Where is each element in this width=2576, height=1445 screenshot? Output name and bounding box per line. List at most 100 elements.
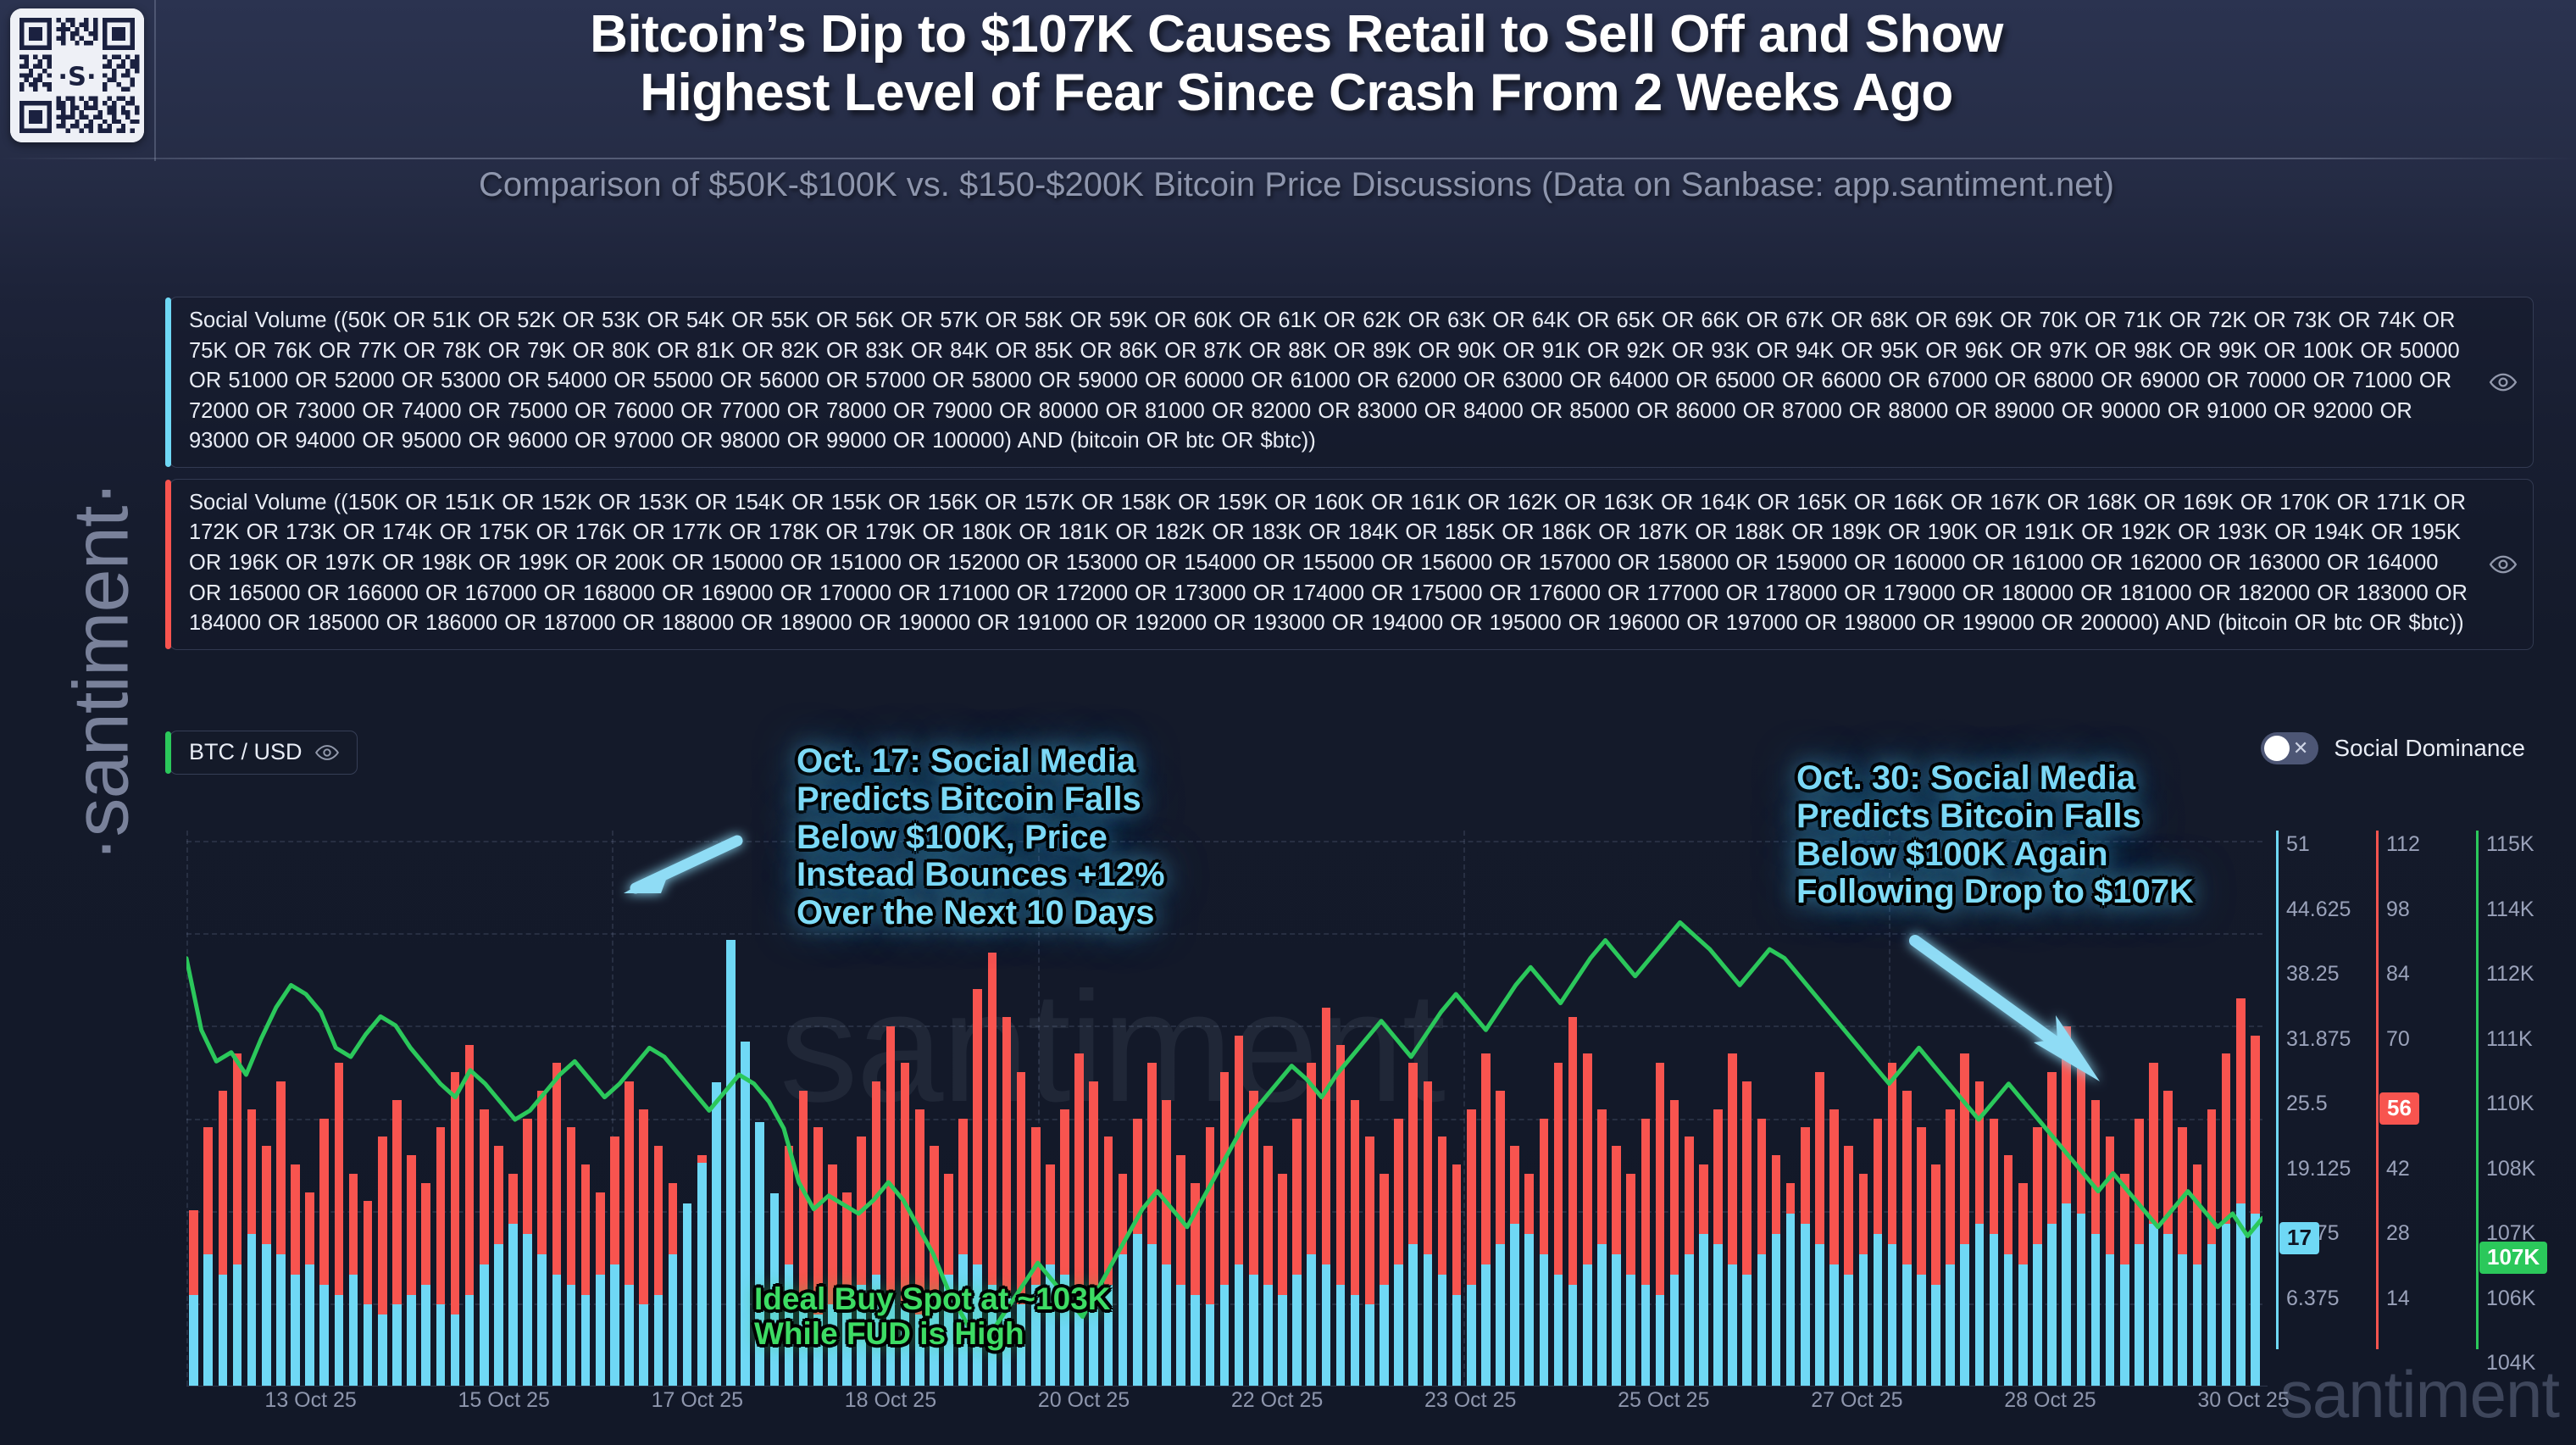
bar-cyan <box>944 1274 953 1386</box>
bar-cyan <box>537 1253 547 1386</box>
bar-red <box>1641 1118 1651 1386</box>
bar-red <box>1248 1090 1258 1386</box>
bar-red <box>1757 1118 1767 1386</box>
bar-red <box>610 1137 619 1386</box>
bar-cyan <box>407 1294 416 1386</box>
x-axis-tick-label: 25 Oct 25 <box>1618 1388 1710 1412</box>
brand-watermark-left: ·santiment· <box>58 481 145 863</box>
bar-cyan <box>552 1274 562 1386</box>
bar-red <box>1380 1173 1389 1386</box>
eye-icon[interactable] <box>2489 550 2518 579</box>
brand-watermark-bottom: santiment <box>2279 1357 2560 1431</box>
bar-cyan <box>682 1203 692 1386</box>
bar-cyan <box>2221 1223 2231 1386</box>
x-axis-tick-label: 30 Oct 25 <box>2197 1388 2290 1412</box>
bar-red <box>1917 1127 1926 1386</box>
legend-query-block-blue[interactable]: Social Volume ((50K OR 51K OR 52K OR 53K… <box>165 297 2534 468</box>
eye-icon[interactable] <box>314 743 340 762</box>
bar-red <box>653 1146 663 1386</box>
bar-cyan <box>1829 1264 1839 1386</box>
axis-tick-label: 106K <box>2486 1286 2536 1310</box>
legend-chip-btc-usd[interactable]: BTC / USD <box>165 731 358 775</box>
bar-red <box>407 1155 416 1386</box>
bar-cyan <box>2135 1243 2144 1386</box>
chart-plot-area[interactable]: santiment <box>186 831 2262 1386</box>
bar-cyan <box>2207 1243 2217 1386</box>
bar-red <box>1887 1063 1897 1386</box>
x-axis-tick-label: 18 Oct 25 <box>844 1388 937 1412</box>
bar-red <box>914 1109 924 1386</box>
bar-cyan <box>348 1274 358 1386</box>
bar-cyan <box>1335 1284 1346 1386</box>
bar-cyan <box>1002 1294 1012 1386</box>
annotation-arrow-oct30 <box>1909 935 2100 1081</box>
axis-tick-label: 70 <box>2386 1026 2410 1051</box>
bar-cyan <box>2119 1264 2129 1386</box>
bar-cyan <box>1074 1294 1084 1386</box>
bar-cyan <box>2192 1264 2202 1386</box>
bar-cyan <box>741 1041 750 1386</box>
bar-cyan <box>1234 1264 1244 1386</box>
bar-red <box>1321 1008 1331 1386</box>
page-title-line1: Bitcoin’s Dip to $107K Causes Retail to … <box>590 5 2003 64</box>
bar-red <box>450 1072 460 1386</box>
axis-tick-label: 108K <box>2486 1156 2536 1181</box>
bar-cyan <box>392 1304 402 1386</box>
bar-cyan <box>2047 1223 2057 1386</box>
bar-cyan <box>1089 1304 1099 1386</box>
bar-cyan <box>464 1294 475 1386</box>
btc-price-line <box>186 920 2262 1346</box>
bar-cyan <box>1046 1264 1055 1386</box>
social-dominance-toggle-group[interactable]: ✕ Social Dominance <box>2261 732 2525 764</box>
eye-icon[interactable] <box>2489 368 2518 397</box>
bar-cyan <box>2090 1233 2101 1386</box>
bar-cyan <box>813 1314 823 1386</box>
legend-queries: Social Volume ((50K OR 51K OR 52K OR 53K… <box>165 297 2534 661</box>
bar-cyan <box>1176 1284 1185 1386</box>
bar-red <box>1292 1118 1302 1386</box>
chip-row: BTC / USD ✕ Social Dominance <box>165 731 2534 778</box>
bar-red <box>842 1192 852 1386</box>
bar-cyan <box>1946 1264 1955 1386</box>
bar-red <box>552 1063 562 1386</box>
bar-cyan <box>2062 1203 2071 1386</box>
bar-red <box>1176 1155 1185 1386</box>
bar-red <box>436 1127 446 1386</box>
axis-tick-label: 84 <box>2386 962 2410 986</box>
bar-red <box>1437 1137 1447 1386</box>
bar-cyan <box>784 1264 794 1386</box>
gridline-horizontal <box>186 1025 2262 1028</box>
bar-cyan <box>2163 1233 2173 1386</box>
bar-cyan <box>1278 1294 1287 1386</box>
bar-cyan <box>1669 1274 1679 1386</box>
bar-red <box>1162 1099 1171 1386</box>
bar-cyan <box>377 1314 387 1386</box>
bar-red <box>639 1109 648 1386</box>
bar-red <box>828 1164 837 1386</box>
social-dominance-switch[interactable]: ✕ <box>2261 732 2319 764</box>
bar-red <box>392 1099 402 1386</box>
qr-code-icon[interactable]: ·S· <box>10 8 144 142</box>
switch-knob <box>2264 736 2290 761</box>
header: ·S· Bitcoin’s Dip to $107K Causes Retail… <box>0 0 2576 231</box>
annotation-oct17: Oct. 17: Social Media Predicts Bitcoin F… <box>797 742 1165 932</box>
bar-red <box>319 1118 330 1386</box>
bar-cyan <box>1423 1253 1433 1386</box>
bar-cyan <box>523 1233 532 1386</box>
bar-cyan <box>2178 1253 2188 1386</box>
bar-cyan <box>1191 1294 1201 1386</box>
axis-tick-label: 28 <box>2386 1221 2410 1245</box>
gridline-vertical <box>1463 831 1465 1386</box>
gridline-horizontal <box>186 841 2262 842</box>
legend-query-block-red[interactable]: Social Volume ((150K OR 151K OR 152K OR … <box>165 478 2534 650</box>
axis-tick-label: 114K <box>2486 897 2534 921</box>
bar-red <box>857 1137 866 1386</box>
x-axis-tick-label: 28 Oct 25 <box>2004 1388 2096 1412</box>
bar-red <box>871 1081 881 1386</box>
bar-cyan <box>857 1284 866 1386</box>
axis-tick-label: 51 <box>2286 832 2310 856</box>
bar-red <box>1452 1164 1462 1386</box>
axis-tick-label: 19.125 <box>2286 1156 2351 1181</box>
x-axis-tick-label: 13 Oct 25 <box>264 1388 357 1412</box>
legend-chip-label: BTC / USD <box>189 739 303 764</box>
